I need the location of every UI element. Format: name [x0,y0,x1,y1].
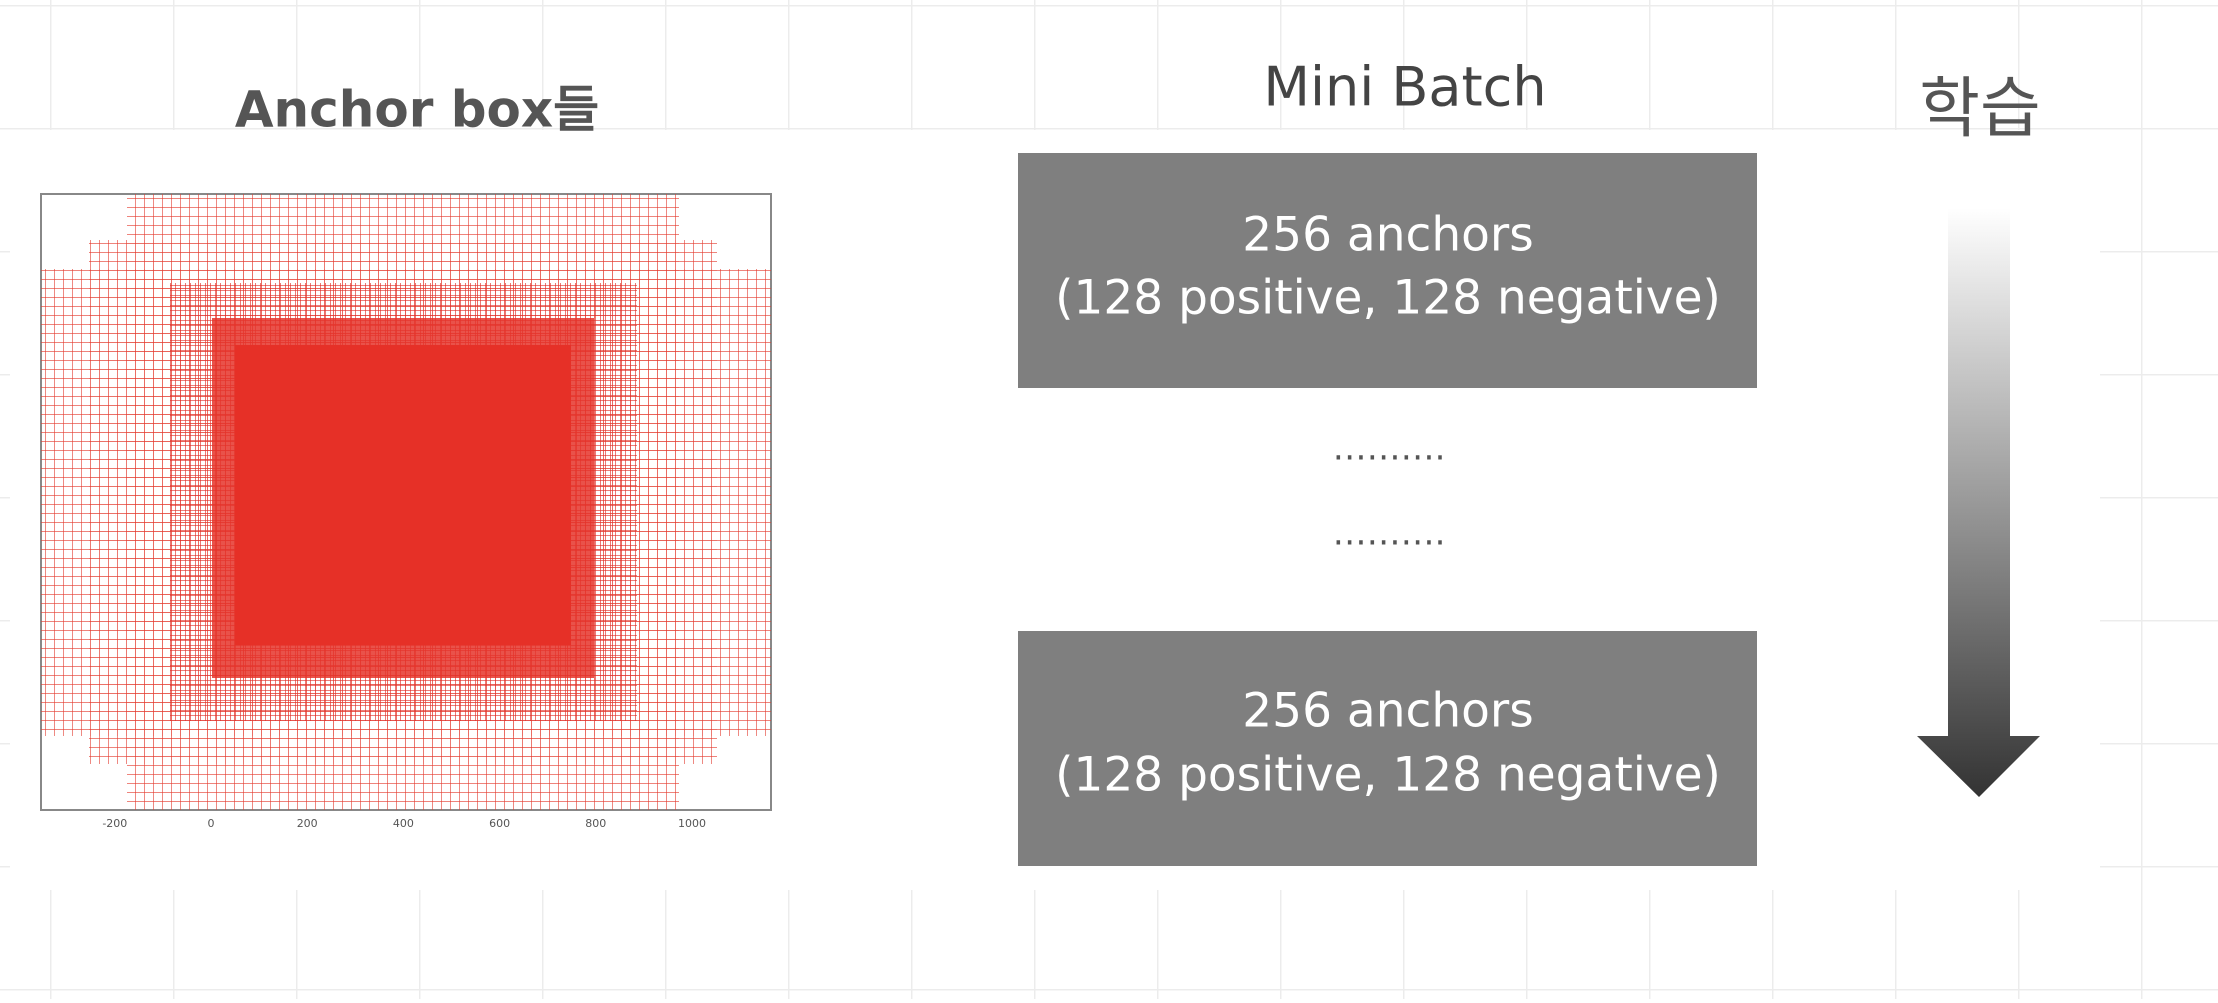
axis-tick-label: 600 [489,817,510,830]
batch-line: (128 positive, 128 negative) [1055,748,1721,803]
panel-title: Mini Batch [1263,56,1546,119]
axis-tick-label: 800 [585,817,606,830]
anchor-plot [40,193,772,811]
batch-line: 256 anchors [1242,684,1533,739]
ellipsis: ………. [1333,514,1446,554]
anchor-region-core [235,345,571,645]
batch-box [1018,153,1757,388]
axis-ticks: -200 0 200 400 600 800 1000 [102,817,706,830]
ellipsis: ………. [1333,429,1446,469]
arrow-label: 학습 [1919,70,2040,147]
batch-line: (128 positive, 128 negative) [1055,271,1721,326]
axis-tick-label: -200 [102,817,127,830]
axis-tick-label: 200 [297,817,318,830]
panel-title: Anchor box들 [235,81,599,139]
batch-box [1018,631,1757,866]
batch-line: 256 anchors [1242,208,1533,263]
axis-tick-label: 400 [393,817,414,830]
learning-arrow [1917,208,2040,797]
axis-tick-label: 0 [208,817,215,830]
axis-tick-label: 1000 [678,817,706,830]
